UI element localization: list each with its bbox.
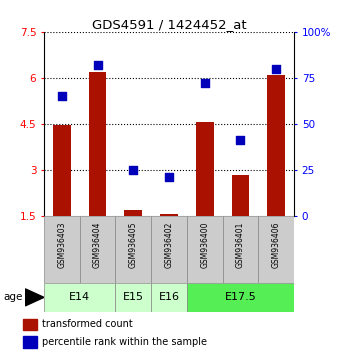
Text: GSM936402: GSM936402 <box>165 221 173 268</box>
Bar <box>23 336 37 348</box>
Text: age: age <box>3 292 23 302</box>
Bar <box>151 216 187 283</box>
Point <box>202 81 208 86</box>
Text: E16: E16 <box>159 292 179 302</box>
Bar <box>160 215 178 216</box>
Text: GSM936403: GSM936403 <box>57 221 66 268</box>
Text: percentile rank within the sample: percentile rank within the sample <box>42 337 207 347</box>
Bar <box>80 216 115 283</box>
Bar <box>187 216 223 283</box>
Bar <box>151 283 187 312</box>
Bar <box>232 175 249 216</box>
Bar <box>44 216 80 283</box>
Point <box>166 175 172 180</box>
Bar <box>196 122 214 216</box>
Text: GSM936401: GSM936401 <box>236 221 245 268</box>
Text: transformed count: transformed count <box>42 319 132 329</box>
Polygon shape <box>25 289 44 306</box>
Bar <box>44 283 115 312</box>
Bar <box>187 283 294 312</box>
Text: E15: E15 <box>123 292 144 302</box>
Point <box>130 167 136 173</box>
Point <box>59 93 65 99</box>
Bar <box>115 216 151 283</box>
Bar <box>89 72 106 216</box>
Bar <box>223 216 258 283</box>
Bar <box>23 319 37 330</box>
Text: GSM936405: GSM936405 <box>129 221 138 268</box>
Text: GSM936400: GSM936400 <box>200 221 209 268</box>
Bar <box>258 216 294 283</box>
Bar <box>115 283 151 312</box>
Point <box>273 66 279 72</box>
Text: E17.5: E17.5 <box>224 292 256 302</box>
Text: GSM936404: GSM936404 <box>93 221 102 268</box>
Point <box>95 62 100 68</box>
Bar <box>53 125 71 216</box>
Text: GSM936406: GSM936406 <box>272 221 281 268</box>
Title: GDS4591 / 1424452_at: GDS4591 / 1424452_at <box>92 18 246 31</box>
Bar <box>124 210 142 216</box>
Bar <box>267 75 285 216</box>
Text: E14: E14 <box>69 292 90 302</box>
Point <box>238 138 243 143</box>
